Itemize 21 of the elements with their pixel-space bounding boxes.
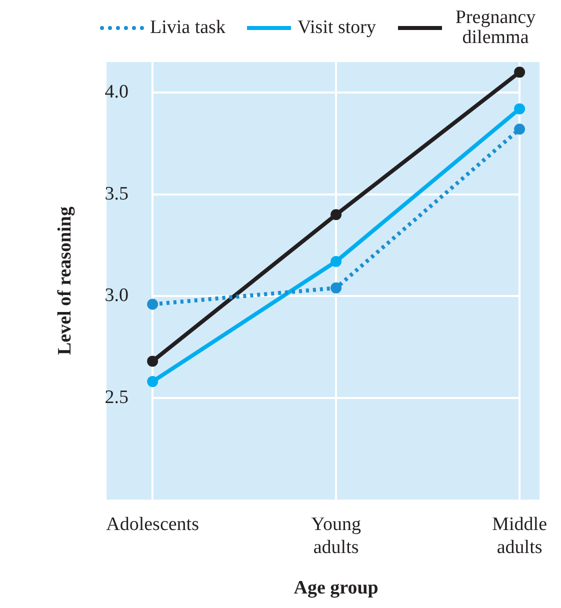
point <box>147 356 158 367</box>
point <box>514 124 526 135</box>
point <box>147 376 158 388</box>
x-axis-title: Age group <box>294 578 378 599</box>
point <box>514 103 526 114</box>
legend-label: Livia task <box>150 17 226 38</box>
y-tick-label: 4.0 <box>104 82 129 103</box>
y-axis-title: Level of reasoning <box>54 206 76 356</box>
y-tick-label: 2.5 <box>104 386 129 408</box>
legend-label: Visit story <box>297 17 376 38</box>
point <box>330 282 342 294</box>
point <box>330 256 342 267</box>
y-tick-label: 3.0 <box>104 285 129 306</box>
x-tick-label: Middle adults <box>492 514 548 558</box>
point <box>330 209 342 220</box>
y-tick-label: 3.5 <box>104 183 129 204</box>
x-tick-label: Young adults <box>311 514 362 558</box>
point <box>147 298 158 310</box>
x-tick-label: Adolescents <box>106 514 199 535</box>
point <box>514 66 526 78</box>
legend-label: Pregnancy dilemma <box>454 7 537 48</box>
